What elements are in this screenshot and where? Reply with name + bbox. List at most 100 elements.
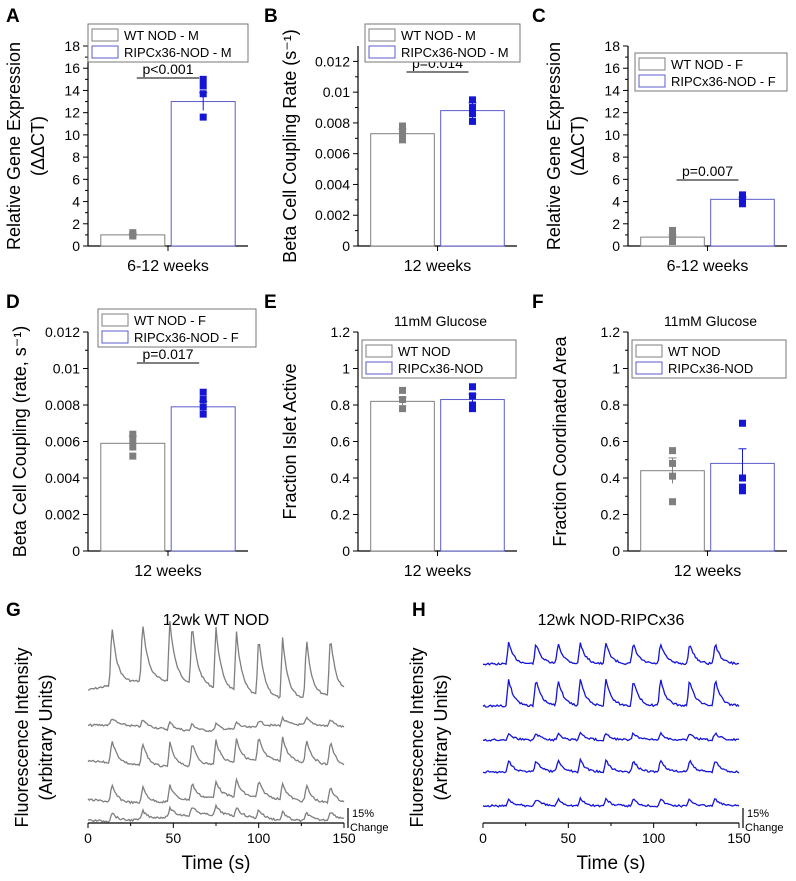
legend-label: WT NOD - M [401, 28, 476, 43]
legend-swatch [638, 57, 666, 71]
x-axis-label: 12 weeks [674, 563, 742, 580]
data-point [399, 122, 407, 130]
data-point [468, 117, 476, 125]
x-tick-label: 150 [332, 830, 356, 846]
y-axis-label: Beta Cell Coupling (rate, s⁻¹) [10, 326, 30, 558]
p-value-label: p=0.007 [682, 163, 733, 179]
y-tick-label: 0 [342, 238, 350, 254]
legend-swatch [101, 313, 129, 327]
y-tick-label: 0.2 [331, 507, 351, 523]
y-tick-label: 6 [72, 171, 80, 187]
y-axis-label: Fluorescence Intensity [407, 647, 427, 827]
x-axis-label: 6-12 weeks [127, 258, 209, 275]
legend: WT NOD RIPCx36-NOD [631, 339, 787, 379]
y-tick-label: 12 [604, 105, 620, 121]
y-tick-label: 0.8 [601, 397, 621, 413]
data-point [738, 474, 746, 482]
y-axis-label: Beta Cell Coupling Rate (s⁻¹) [280, 29, 300, 263]
p-value-label: p=0.017 [143, 346, 194, 362]
bar-wt [370, 133, 435, 247]
y-tick-label: 0.01 [323, 84, 350, 100]
y-tick-label: 1 [612, 361, 620, 377]
y-tick-label: 4 [72, 194, 80, 210]
data-point [199, 410, 207, 418]
y-tick-label: 10 [64, 127, 80, 143]
panel-letter: D [6, 292, 20, 313]
data-point [738, 419, 746, 427]
y-tick-label: 14 [64, 82, 80, 98]
trace-1 [482, 641, 740, 666]
y-tick-label: 0.002 [315, 207, 350, 223]
bar-ripcx36 [170, 101, 236, 247]
y-tick-label: 18 [64, 38, 80, 54]
legend-label: RIPCx36-NOD - F [671, 74, 776, 89]
y-tick-label: 2 [612, 216, 620, 232]
y-tick-label: 10 [604, 127, 620, 143]
legend-label: WT NOD - F [671, 57, 743, 72]
y-axis-label-line2: (Arbitrary Units) [36, 674, 56, 800]
data-point [199, 82, 207, 90]
y-tick-label: 16 [64, 60, 80, 76]
y-tick-label: 12 [64, 105, 80, 121]
x-axis-label: Time (s) [577, 853, 646, 874]
y-tick-label: 18 [604, 38, 620, 54]
data-point [738, 200, 746, 208]
data-point [738, 483, 746, 491]
panel-letter: F [532, 292, 544, 313]
y-axis-label-line2: (ΔΔCT) [28, 116, 48, 176]
y-tick-label: 0.012 [45, 324, 80, 340]
panel-h: H 12wk NOD-RIPCx36 0 50 100 150 Time (s) Fluore… [407, 600, 784, 874]
bar-wt [100, 442, 166, 552]
y-tick-label: 0.004 [315, 176, 350, 192]
legend: WT NOD RIPCx36-NOD [361, 339, 517, 379]
panel-d: D 0 0.002 0.004 0.006 0.008 0.01 0.012 Beta Cell… [6, 292, 257, 580]
data-point [669, 232, 677, 240]
data-point [199, 75, 207, 83]
y-axis-label-line2: (Arbitrary Units) [431, 674, 451, 800]
data-point [468, 96, 476, 104]
data-point [468, 401, 476, 409]
x-tick-label: 100 [642, 830, 666, 846]
data-point [399, 405, 407, 413]
y-tick-label: 14 [604, 82, 620, 98]
data-point [129, 443, 137, 451]
bar-ripcx36 [440, 399, 505, 552]
data-point [129, 232, 137, 240]
data-point [669, 498, 677, 506]
bar-wt [370, 400, 435, 552]
legend-label: RIPCx36-NOD [398, 361, 483, 376]
y-tick-label: 4 [612, 194, 620, 210]
y-axis-label: Relative Gene Expression [544, 42, 564, 250]
y-tick-label: 0 [612, 238, 620, 254]
y-tick-label: 0 [342, 543, 350, 559]
data-point [129, 430, 137, 438]
data-point [468, 392, 476, 400]
scale-bar-label-line2: Change [350, 822, 389, 834]
panel-letter: H [412, 600, 426, 621]
data-point [399, 386, 407, 394]
scale-bar-label: 15% [352, 808, 374, 820]
data-point [199, 113, 207, 121]
chart-title: 12wk NOD-RIPCx36 [538, 612, 685, 629]
x-tick-label: 50 [561, 830, 577, 846]
scale-bar-label: 15% [747, 808, 769, 820]
legend-label: RIPCx36-NOD - F [134, 330, 239, 345]
legend-label: RIPCx36-NOD - M [401, 45, 509, 60]
trace-3 [483, 731, 740, 742]
y-tick-label: 6 [612, 171, 620, 187]
data-point [669, 472, 677, 480]
trace-2 [87, 715, 345, 733]
legend-swatch [368, 28, 396, 42]
y-axis-label: Fluorescence Intensity [12, 647, 32, 827]
chart-title: 11mM Glucose [394, 313, 487, 329]
data-point [399, 396, 407, 404]
y-tick-label: 0.004 [45, 470, 80, 486]
legend-label: WT NOD - M [124, 28, 199, 43]
y-tick-label: 1 [342, 361, 350, 377]
data-point [199, 396, 207, 404]
panel-g: G 12wk WT NOD 0 50 100 150 Time (s) Fluorescenc… [6, 600, 389, 874]
y-axis-label: Fraction Islet Active [280, 363, 300, 519]
legend-swatch [635, 344, 663, 358]
scale-bar-label-line2: Change [745, 822, 784, 834]
